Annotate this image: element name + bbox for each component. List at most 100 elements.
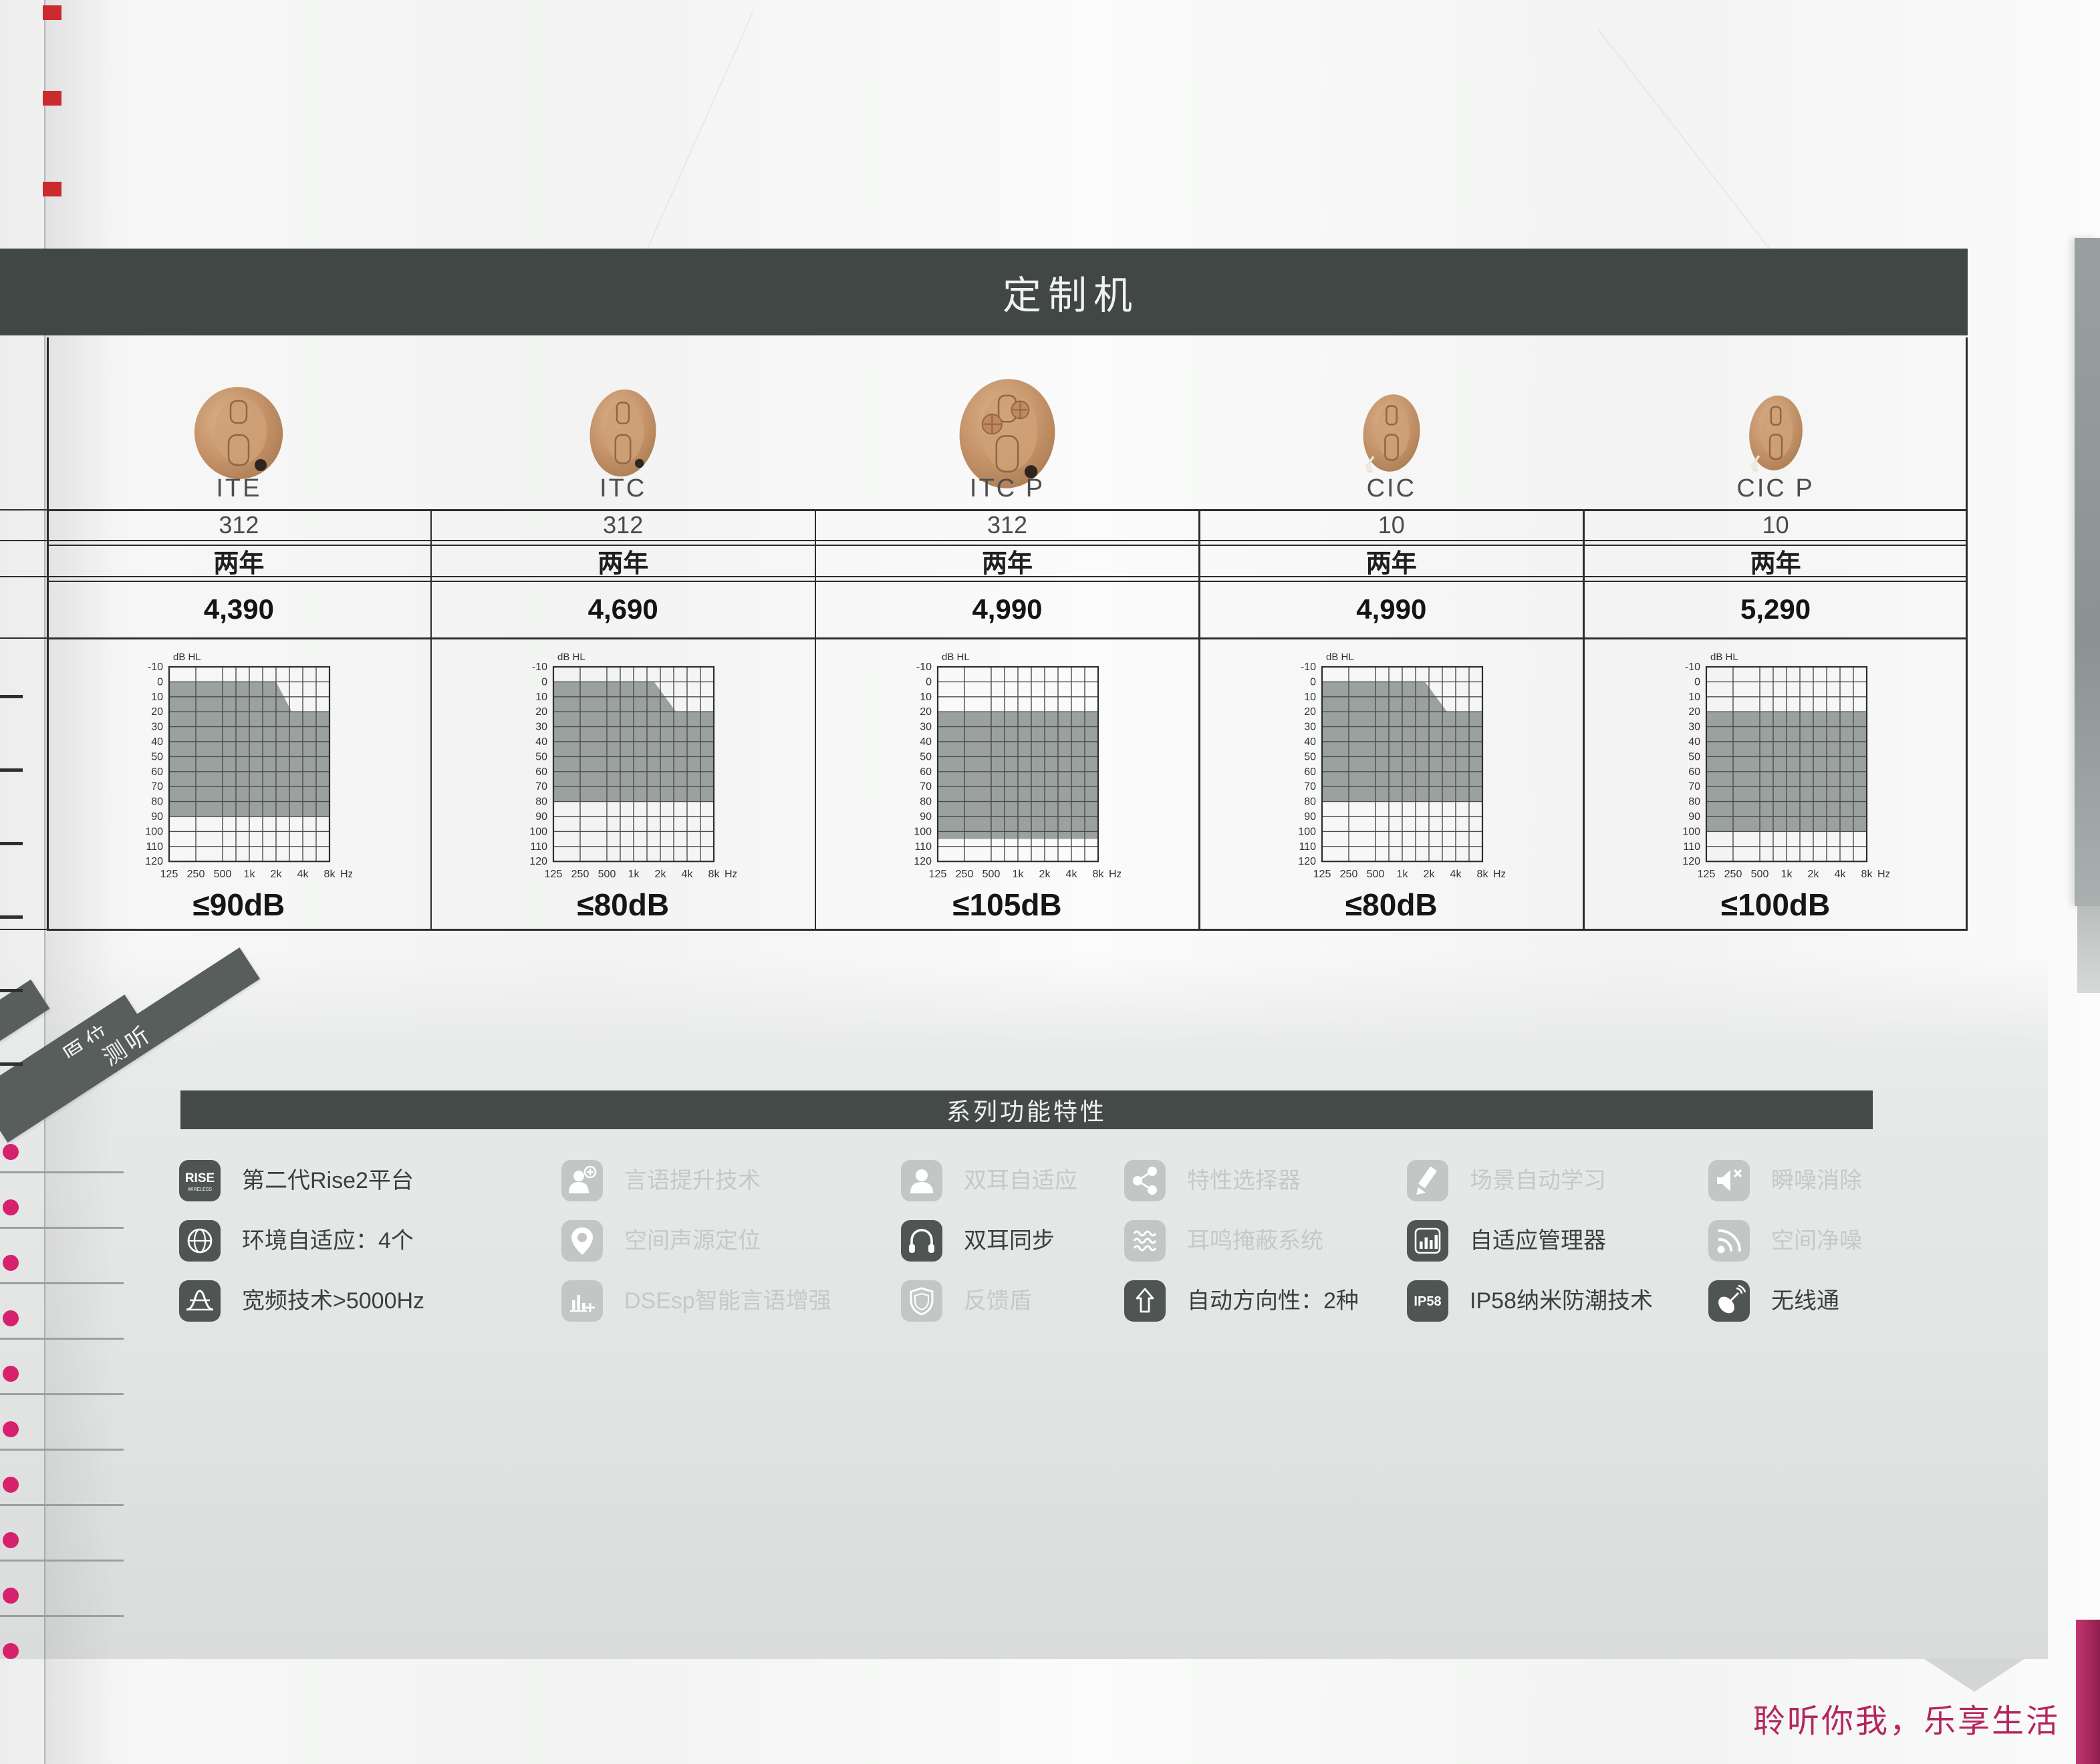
svg-text:60: 60	[1688, 766, 1700, 778]
pencil-icon	[1407, 1160, 1448, 1205]
table-column-divider	[814, 509, 817, 931]
feature-label: 自适应管理器	[1470, 1228, 1606, 1254]
svg-text:120: 120	[914, 856, 932, 867]
product-image-itc	[585, 386, 660, 480]
price: 4,390	[203, 593, 274, 625]
svg-text:4k: 4k	[1834, 869, 1846, 880]
svg-text:2k: 2k	[1039, 869, 1051, 880]
table-rule	[47, 929, 1968, 931]
person-plus-icon	[561, 1160, 603, 1205]
svg-text:125: 125	[545, 869, 563, 880]
fitting-range-label: ≤90dB	[192, 887, 285, 922]
feature-label: 瞬噪消除	[1771, 1168, 1862, 1193]
feature-label: 双耳自适应	[964, 1168, 1077, 1193]
svg-text:8k: 8k	[708, 869, 720, 880]
feature-label: 自动方向性：2种	[1187, 1288, 1359, 1314]
svg-text:Hz: Hz	[725, 869, 737, 880]
svg-text:120: 120	[529, 856, 547, 867]
svg-text:80: 80	[920, 796, 932, 808]
svg-text:125: 125	[1313, 869, 1331, 880]
brand-slogan: 聆听你我，乐享生活	[1752, 1704, 2060, 1739]
shield-icon	[901, 1280, 942, 1325]
svg-text:60: 60	[152, 766, 164, 778]
feature-label: 反馈盾	[964, 1288, 1032, 1314]
book-edge-strip	[2077, 906, 2100, 993]
svg-text:90: 90	[1304, 811, 1316, 823]
table-border-left	[47, 337, 49, 931]
svg-text:125: 125	[1697, 869, 1715, 880]
table-column-divider	[430, 509, 432, 931]
price: 5,290	[1740, 593, 1811, 625]
page-title: 定制机	[1002, 274, 1139, 317]
svg-text:10: 10	[1688, 692, 1700, 703]
audiogram-chart-itc: -10 0 10 20 30 40 50 60 70 80 90 100 110 120 125 250 500…	[509, 639, 737, 886]
svg-text:250: 250	[1724, 869, 1742, 880]
svg-text:40: 40	[535, 736, 547, 748]
svg-text:0: 0	[1310, 676, 1316, 688]
black-edge-mark	[0, 1062, 23, 1066]
svg-text:Hz: Hz	[1109, 869, 1121, 880]
pink-dot-marker	[3, 1588, 19, 1604]
svg-text:100: 100	[1682, 826, 1700, 837]
edge-separator-line	[0, 1560, 124, 1562]
battery-size: 10	[1377, 511, 1405, 539]
bar-chart-icon	[1407, 1220, 1448, 1265]
svg-text:2k: 2k	[655, 869, 667, 880]
svg-text:0: 0	[926, 676, 932, 688]
feature-label: 空间声源定位	[624, 1228, 761, 1254]
red-edge-mark	[43, 5, 61, 20]
warranty: 两年	[981, 549, 1033, 578]
location-pin-icon	[561, 1220, 603, 1265]
svg-text:8k: 8k	[1476, 869, 1488, 880]
black-edge-mark	[0, 842, 23, 845]
table-rule-edge	[0, 637, 47, 639]
feature-label: IP58纳米防潮技术	[1470, 1288, 1653, 1314]
svg-text:120: 120	[1682, 856, 1700, 867]
product-name: CIC P	[1736, 474, 1815, 502]
product-name: CIC	[1366, 474, 1417, 502]
product-name: ITE	[216, 474, 262, 502]
feature-label: DSEsp智能言语增强	[624, 1288, 831, 1314]
svg-text:110: 110	[146, 841, 164, 853]
price: 4,690	[587, 593, 658, 625]
svg-text:10: 10	[152, 692, 164, 703]
svg-text:8k: 8k	[1093, 869, 1105, 880]
svg-text:100: 100	[529, 826, 547, 837]
svg-text:4k: 4k	[1066, 869, 1078, 880]
pink-dot-marker	[3, 1144, 19, 1160]
product-image-cic	[1359, 391, 1424, 475]
pink-dot-marker	[3, 1199, 19, 1215]
table-rule	[47, 509, 1968, 511]
satellite-icon	[1708, 1280, 1750, 1325]
black-edge-mark	[0, 695, 23, 698]
svg-text:2k: 2k	[1423, 869, 1435, 880]
svg-text:30: 30	[1688, 722, 1700, 733]
warranty: 两年	[1750, 549, 1801, 578]
battery-size: 10	[1762, 511, 1789, 539]
edge-separator-line	[0, 1338, 124, 1340]
svg-text:Hz: Hz	[340, 869, 352, 880]
battery-size: 312	[603, 511, 644, 539]
svg-text:-10: -10	[148, 662, 163, 673]
svg-text:80: 80	[535, 796, 547, 808]
svg-text:30: 30	[535, 722, 547, 733]
table-rule	[47, 540, 1968, 541]
globe-icon	[179, 1220, 221, 1265]
svg-text:70: 70	[152, 781, 164, 792]
edge-separator-line	[0, 1449, 124, 1451]
book-edge-pink-strip	[2076, 1620, 2100, 1764]
svg-text:40: 40	[1304, 736, 1316, 748]
svg-text:120: 120	[1298, 856, 1316, 867]
svg-text:1k: 1k	[1781, 869, 1793, 880]
feature-label: 环境自适应：4个	[242, 1228, 414, 1254]
svg-text:8k: 8k	[1861, 869, 1873, 880]
section-header-custom-products: 定制机	[0, 249, 1968, 335]
svg-text:100: 100	[914, 826, 932, 837]
book-edge-strip	[2075, 238, 2100, 906]
lower-gray-panel	[0, 956, 2048, 1659]
edge-separator-line	[0, 1615, 124, 1617]
svg-text:2k: 2k	[1807, 869, 1819, 880]
svg-text:-10: -10	[916, 662, 932, 673]
svg-text:500: 500	[982, 869, 1001, 880]
